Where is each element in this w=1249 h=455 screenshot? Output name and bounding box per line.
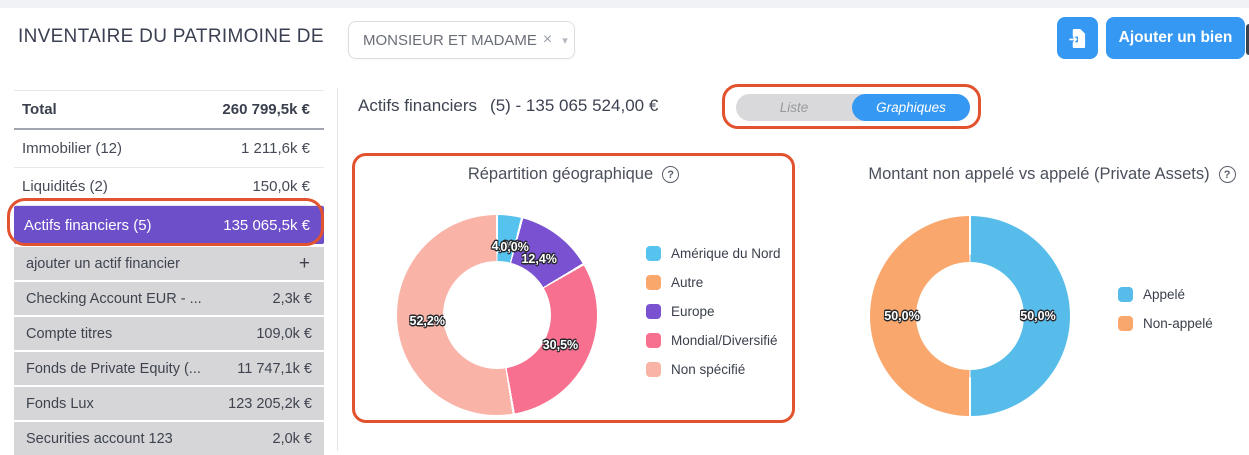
add-asset-button[interactable]: Ajouter un bien	[1106, 17, 1245, 59]
category-label: Liquidités (2)	[22, 178, 108, 195]
legend-item[interactable]: Autre	[646, 275, 781, 290]
help-icon[interactable]: ?	[1218, 166, 1236, 183]
help-icon[interactable]: ?	[662, 166, 680, 183]
legend-swatch-icon	[646, 275, 661, 290]
sidebar-asset-private-equity[interactable]: Fonds de Private Equity (... 11 747,1k €	[14, 352, 324, 385]
donut-hole	[916, 262, 1024, 370]
category-value: 1 211,6k €	[241, 140, 310, 157]
legend-item[interactable]: Non-appelé	[1118, 316, 1213, 331]
partial-button-edge	[1246, 24, 1249, 55]
sidebar-row-total: Total 260 799,5k €	[14, 90, 324, 130]
legend-item[interactable]: Europe	[646, 304, 781, 319]
legend-swatch-icon	[646, 246, 661, 261]
chart-geography-title: Répartition géographique	[467, 165, 654, 183]
owner-select[interactable]: MONSIEUR ET MADAME × ▾	[348, 21, 575, 59]
donut-hole	[443, 261, 551, 369]
sidebar-item-actifs-financiers-active[interactable]: Actifs financiers (5) 135 065,5k €	[14, 206, 324, 244]
legend-item[interactable]: Appelé	[1118, 287, 1213, 302]
asset-value: 2,3k €	[272, 290, 313, 307]
top-strip	[0, 0, 1249, 8]
legend-swatch-icon	[1118, 287, 1133, 302]
legend-label: Non-appelé	[1143, 316, 1213, 331]
sidebar-divider	[337, 88, 338, 451]
add-row-label: ajouter un actif financier	[26, 255, 180, 272]
category-label: Immobilier (12)	[22, 140, 123, 157]
toggle-option-graphiques[interactable]: Graphiques	[852, 94, 970, 121]
clear-selection-icon[interactable]: ×	[542, 31, 553, 48]
legend-label: Europe	[671, 304, 715, 319]
legend-label: Non spécifié	[671, 362, 746, 377]
sidebar-asset-checking-account[interactable]: Checking Account EUR - ... 2,3k €	[14, 282, 324, 315]
asset-value: 11 747,1k €	[237, 360, 312, 377]
sidebar-asset-fonds-lux[interactable]: Fonds Lux 123 205,2k €	[14, 387, 324, 420]
chart-called-header: Montant non appelé vs appelé (Private As…	[855, 165, 1249, 184]
legend-label: Appelé	[1143, 287, 1186, 302]
category-value: 150,0k €	[252, 178, 310, 195]
donut-slice-label: 52,2%	[409, 313, 445, 328]
category-label: Actifs financiers (5)	[24, 216, 152, 234]
legend-swatch-icon	[646, 333, 661, 348]
total-label: Total	[22, 101, 57, 118]
legend-item[interactable]: Mondial/Diversifié	[646, 333, 781, 348]
chart-called-legend: Appelé Non-appelé	[1118, 287, 1213, 345]
donut-chart-geography: 4,0% 0,0% 12,4% 30,5% 52,2%	[397, 215, 597, 415]
sidebar-asset-summary: Total 260 799,5k € Immobilier (12) 1 211…	[14, 90, 324, 455]
legend-label: Autre	[671, 275, 704, 290]
legend-item[interactable]: Non spécifié	[646, 362, 781, 377]
donut-slice-label: 50,0%	[1020, 309, 1056, 323]
sidebar-item-immobilier[interactable]: Immobilier (12) 1 211,6k €	[14, 130, 324, 168]
asset-value: 123 205,2k €	[228, 395, 312, 412]
legend-swatch-icon	[646, 304, 661, 319]
donut-slice-label: 12,4%	[521, 252, 557, 267]
donut-chart-called-vs-uncalled: 50,0% 50,0%	[870, 216, 1070, 416]
asset-label: Checking Account EUR - ...	[26, 290, 202, 307]
legend-swatch-icon	[1118, 316, 1133, 331]
donut-slice-label: 4,0%	[491, 238, 521, 253]
asset-value: 109,0k €	[256, 325, 312, 342]
asset-value: 2,0k €	[272, 430, 313, 447]
legend-swatch-icon	[646, 362, 661, 377]
owner-select-value: MONSIEUR ET MADAME	[363, 31, 537, 49]
section-subtitle: (5) - 135 065 524,00 €	[490, 96, 659, 115]
import-file-icon	[1068, 28, 1087, 49]
legend-label: Amérique du Nord	[671, 246, 781, 261]
toggle-option-liste[interactable]: Liste	[779, 100, 809, 115]
sidebar-item-liquidites[interactable]: Liquidités (2) 150,0k €	[14, 168, 324, 206]
page-title: INVENTAIRE DU PATRIMOINE DE	[18, 26, 324, 47]
donut-slice-label: 0,0%	[500, 240, 529, 255]
category-value: 135 065,5k €	[223, 216, 310, 234]
legend-label: Mondial/Diversifié	[671, 333, 778, 348]
asset-label: Fonds de Private Equity (...	[26, 360, 201, 377]
sidebar-asset-compte-titres[interactable]: Compte titres 109,0k €	[14, 317, 324, 350]
asset-label: Securities account 123	[26, 430, 173, 447]
donut-slice-label: 30,5%	[542, 337, 579, 352]
chart-called-title: Montant non appelé vs appelé (Private As…	[868, 165, 1210, 183]
section-title: Actifs financiers	[358, 96, 478, 115]
chart-geography-header: Répartition géographique ?	[352, 165, 795, 184]
view-toggle[interactable]: Liste Graphiques	[736, 94, 970, 121]
donut-slice-label: 50,0%	[884, 309, 920, 323]
chevron-down-icon[interactable]: ▾	[562, 34, 568, 47]
asset-label: Compte titres	[26, 325, 113, 342]
add-financial-asset-row[interactable]: ajouter un actif financier +	[14, 247, 324, 280]
asset-label: Fonds Lux	[26, 395, 94, 412]
plus-icon: +	[298, 252, 310, 274]
export-button[interactable]	[1057, 17, 1098, 59]
chart-geography-legend: Amérique du Nord Autre Europe Mondial/Diver…	[646, 246, 781, 391]
section-header: Actifs financiers (5) - 135 065 524,00 €	[358, 96, 658, 116]
total-value: 260 799,5k €	[222, 101, 310, 118]
legend-item[interactable]: Amérique du Nord	[646, 246, 781, 261]
sidebar-asset-securities-account[interactable]: Securities account 123 2,0k €	[14, 422, 324, 455]
